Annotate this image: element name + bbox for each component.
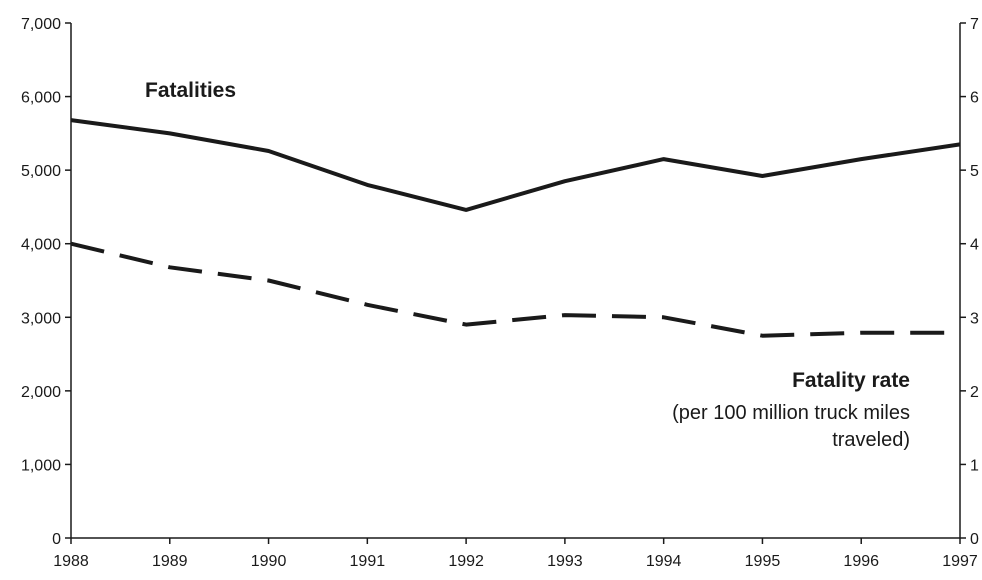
y-tick-label-right: 6: [970, 90, 979, 107]
y-tick-label-right: 7: [970, 16, 979, 33]
y-tick-label-left: 3,000: [21, 310, 61, 327]
fatality-rate-subtitle-line-1: (per 100 million truck miles: [672, 402, 910, 424]
x-tick-label: 1993: [547, 553, 583, 570]
fatalities-line: [70, 118, 961, 212]
x-tick-label: 1994: [646, 553, 682, 570]
fatality-rate-series-label: Fatality rate: [792, 369, 910, 392]
fatality-rate-subtitle-line-2: traveled): [832, 429, 910, 451]
y-tick-label-left: 0: [52, 531, 61, 548]
x-tick-label: 1988: [53, 553, 89, 570]
x-tick-label: 1991: [350, 553, 386, 570]
y-tick-label-right: 4: [970, 237, 979, 254]
y-tick-label-right: 3: [970, 310, 979, 327]
series-lines: [70, 118, 961, 338]
x-tick-label: 1995: [745, 553, 781, 570]
y-tick-label-right: 1: [970, 457, 979, 474]
y-tick-label-left: 6,000: [21, 90, 61, 107]
fatalities-series-label: Fatalities: [145, 79, 236, 102]
x-tick-label: 1996: [843, 553, 879, 570]
x-tick-label: 1990: [251, 553, 287, 570]
y-tick-label-right: 2: [970, 384, 979, 401]
fatality-rate-line: [70, 241, 960, 338]
x-tick-label: 1992: [448, 553, 484, 570]
axes: 0 1,000 2,000 3,000 4,000 5,000 6,000 7,000 0 1 2 3…: [21, 16, 979, 570]
y-tick-label-left: 5,000: [21, 163, 61, 180]
y-tick-label-left: 4,000: [21, 237, 61, 254]
x-tick-label: 1989: [152, 553, 188, 570]
y-tick-label-left: 1,000: [21, 457, 61, 474]
y-tick-label-right: 5: [970, 163, 979, 180]
y-tick-label-right: 0: [970, 531, 979, 548]
y-tick-label-left: 7,000: [21, 16, 61, 33]
x-tick-label: 1997: [942, 553, 978, 570]
y-tick-label-left: 2,000: [21, 384, 61, 401]
